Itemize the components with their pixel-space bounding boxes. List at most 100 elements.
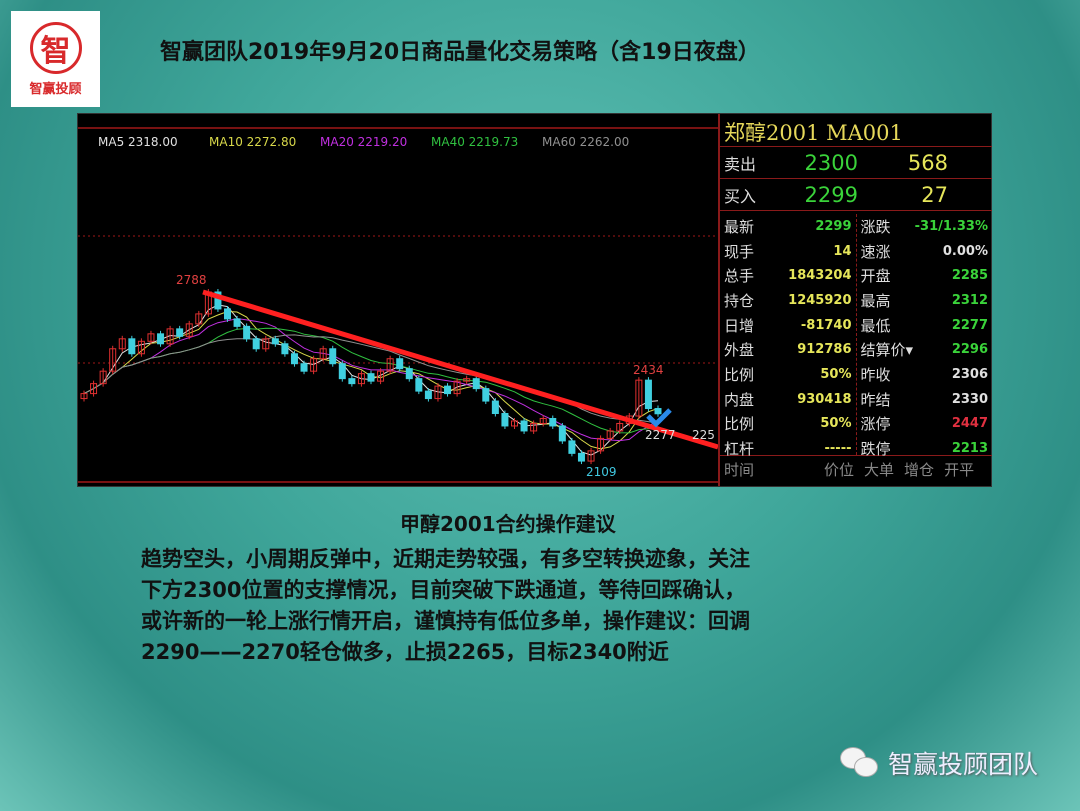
quote-grid: 最新 2299 现手 14 总手 1843204 持仓 1245920 日增 -81740 外盘 91… bbox=[720, 211, 992, 458]
candle-body bbox=[597, 437, 605, 452]
quote-value: 1843204 bbox=[788, 268, 852, 284]
quote-key: 比例 bbox=[724, 415, 755, 434]
candle-body bbox=[357, 373, 365, 385]
quote-value: 50% bbox=[820, 416, 852, 432]
candle-body bbox=[319, 348, 327, 360]
candle-body bbox=[386, 358, 394, 372]
candle-body bbox=[568, 440, 576, 454]
buy-price: 2299 bbox=[804, 182, 858, 207]
logo-seal: 智 bbox=[29, 21, 82, 74]
candle-body bbox=[147, 333, 155, 342]
candle-body bbox=[405, 368, 413, 380]
advice-title: 甲醇2001合约操作建议 bbox=[400, 512, 616, 536]
sell-label: 卖出 bbox=[724, 154, 757, 174]
ma-legend-0: MA5 2318.00 bbox=[98, 135, 178, 149]
logo: 智 智赢投顾 bbox=[11, 11, 100, 107]
tick-column-header[interactable]: 增仓 bbox=[904, 461, 935, 479]
candle-body bbox=[635, 379, 643, 417]
quote-row: 现手 14 bbox=[724, 239, 852, 264]
buy-volume: 27 bbox=[921, 182, 948, 207]
candle-body bbox=[482, 388, 490, 402]
candle-body bbox=[176, 328, 184, 337]
page-title: 智赢团队2019年9月20日商品量化交易策略（含19日夜盘） bbox=[160, 40, 760, 65]
candle-body bbox=[224, 308, 231, 320]
quote-key: 杠杆 bbox=[724, 440, 755, 459]
quote-value: 2299 bbox=[815, 218, 852, 234]
candle-body bbox=[233, 318, 241, 327]
ma-legend-4: MA60 2262.00 bbox=[542, 135, 629, 149]
quote-value: 2447 bbox=[951, 416, 988, 432]
watermark-text: 智赢投顾团队 bbox=[888, 750, 1039, 779]
contract-header: 郑醇2001 MA001 bbox=[720, 114, 992, 147]
candle-body bbox=[530, 422, 538, 432]
quote-value: 912786 bbox=[797, 342, 852, 358]
candle-body bbox=[310, 358, 318, 372]
quote-key: 外盘 bbox=[724, 341, 755, 360]
candle-body bbox=[463, 378, 471, 382]
candle-body bbox=[214, 291, 222, 310]
candle-body bbox=[654, 408, 662, 415]
quote-row: 内盘 930418 bbox=[724, 387, 852, 412]
label-right_label: 225 bbox=[692, 428, 715, 442]
quote-key: 最低 bbox=[860, 316, 891, 335]
candle-body bbox=[185, 323, 193, 337]
candle-body bbox=[195, 313, 203, 325]
candle-body bbox=[137, 340, 145, 355]
candle-body bbox=[109, 348, 117, 372]
quote-key: 速涨 bbox=[860, 242, 891, 261]
candle-body bbox=[252, 338, 260, 350]
quote-value: -81740 bbox=[800, 317, 852, 333]
quote-key: 涨停 bbox=[860, 415, 891, 434]
candle-body bbox=[520, 420, 528, 432]
candle-body bbox=[444, 385, 452, 395]
candle-body bbox=[453, 380, 461, 395]
candle-body bbox=[396, 358, 404, 370]
quote-key: 持仓 bbox=[724, 291, 755, 310]
buy-label: 买入 bbox=[724, 186, 757, 206]
quote-key: 最高 bbox=[860, 291, 891, 310]
sell-volume: 568 bbox=[907, 150, 948, 175]
tick-column-header[interactable]: 开平 bbox=[944, 461, 975, 479]
sell-price: 2300 bbox=[804, 150, 858, 175]
quote-row: 杠杆 ----- bbox=[724, 436, 852, 461]
quote-key: 开盘 bbox=[860, 267, 891, 286]
quote-key: 结算价▾ bbox=[860, 341, 914, 360]
quote-row: 开盘 2285 bbox=[861, 263, 989, 288]
quote-key: 昨结 bbox=[860, 390, 891, 409]
candle-body bbox=[90, 383, 98, 395]
quote-value: 2312 bbox=[951, 292, 988, 308]
quote-value: ----- bbox=[824, 441, 852, 457]
tick-column-header[interactable]: 大单 bbox=[864, 461, 895, 479]
label-high: 2788 bbox=[176, 273, 207, 287]
candle-body bbox=[262, 338, 270, 350]
tick-header: 时间 价位 大单 增仓 开平 bbox=[720, 456, 992, 483]
quote-row: 最新 2299 bbox=[724, 214, 852, 239]
quote-row: 比例 50% bbox=[724, 412, 852, 437]
quote-value: 2306 bbox=[951, 366, 988, 382]
quote-row: 昨结 2330 bbox=[861, 387, 989, 412]
tick-column-header[interactable]: 价位 bbox=[824, 461, 855, 479]
candle-body bbox=[558, 425, 566, 442]
candle-body bbox=[348, 378, 356, 385]
advice-line: 2290——2270轻仓做多，止损2265，目标2340附近 bbox=[141, 640, 669, 664]
quote-value: 50% bbox=[820, 366, 852, 382]
label-recent_high: 2434 bbox=[633, 363, 664, 377]
quote-key: 昨收 bbox=[860, 365, 891, 384]
quote-key: 现手 bbox=[724, 242, 755, 261]
quote-row: 跌停 2213 bbox=[861, 436, 989, 461]
quote-row: 比例 50% bbox=[724, 362, 852, 387]
candle-body bbox=[491, 400, 499, 415]
trading-panel: MA5 2318.00 MA10 2272.80 MA20 2219.20 MA40 … bbox=[77, 113, 992, 487]
candle-body bbox=[377, 370, 385, 382]
tick-column-header[interactable]: 时间 bbox=[724, 461, 755, 479]
quote-row: 昨收 2306 bbox=[861, 362, 989, 387]
candle-body bbox=[118, 338, 126, 350]
candle-body bbox=[616, 422, 624, 432]
quote-key: 总手 bbox=[724, 267, 755, 286]
quote-row: 最低 2277 bbox=[861, 313, 989, 338]
quote-key: 涨跌 bbox=[860, 217, 891, 236]
quote-key: 最新 bbox=[724, 217, 755, 236]
quote-value: 2285 bbox=[951, 268, 988, 284]
watermark: 智赢投顾团队 bbox=[840, 745, 1038, 781]
ma-legend-1: MA10 2272.80 bbox=[209, 135, 296, 149]
